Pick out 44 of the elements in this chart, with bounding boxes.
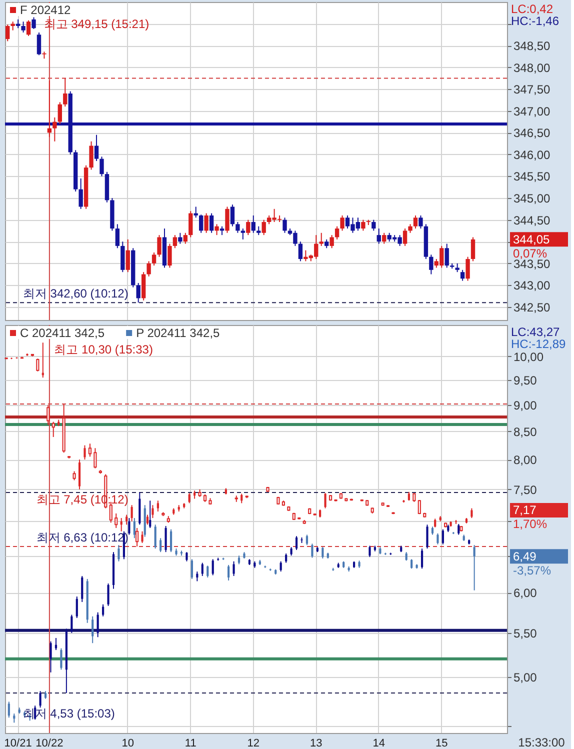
x-axis-title: 15:33:00	[518, 736, 566, 749]
text: 7,17	[513, 503, 537, 518]
text: 6,49	[513, 549, 537, 564]
annotation: 최저 342,60 (10:12)	[22, 286, 128, 301]
legend-label: F 202412	[20, 3, 72, 17]
x-tick-label: 10/22	[36, 738, 64, 749]
y-tick-label: 5,00	[514, 670, 538, 684]
y-tick-label: 348,00	[514, 60, 551, 75]
text: -3,57%	[513, 563, 552, 578]
y-tick-label: 346,00	[514, 148, 551, 162]
y-tick-label: 8,00	[514, 453, 538, 468]
y-tick-label: 10,00	[514, 350, 544, 364]
y-tick-label: 348,50	[514, 39, 551, 54]
y-tick-label: 344,50	[514, 213, 551, 228]
y-tick-label: 342,50	[514, 300, 551, 314]
x-tick-label: 13	[310, 738, 322, 749]
y-tick-label: 343,00	[514, 278, 551, 293]
annotation: 최고 10,30 (15:33)	[54, 342, 153, 357]
y-tick-label: 6,00	[514, 586, 538, 600]
x-tick-label: 11	[184, 738, 196, 749]
y-tick-label: 347,50	[514, 82, 551, 97]
y-tick-label: 9,50	[514, 374, 538, 388]
x-tick-label: 15	[436, 738, 448, 749]
text: 344,05	[513, 232, 550, 246]
y-tick-label: 8,50	[514, 424, 538, 439]
y-tick-label: 5,50	[514, 626, 538, 640]
y-tick-label: 7,50	[514, 482, 538, 497]
legend-label: C 202411 342,5	[20, 326, 105, 340]
y-tick-label: 345,00	[514, 192, 551, 206]
legend-label: P 202411 342,5	[136, 326, 220, 340]
x-tick-label: 14	[372, 738, 386, 749]
text: 1,70%	[513, 517, 548, 532]
x-tick-label: 12	[247, 738, 260, 749]
x-tick-label: 10/21	[4, 738, 32, 749]
text: HC:-12,89	[511, 337, 566, 351]
x-tick-label: 10	[122, 738, 134, 749]
text: 0,07%	[513, 246, 548, 260]
text: LC:0,42	[511, 2, 554, 16]
text: LC:43,27	[511, 325, 560, 339]
y-tick-label: 9,00	[514, 398, 538, 413]
y-tick-label: 346,50	[514, 126, 551, 140]
text: HC:-1,46	[511, 14, 560, 28]
y-tick-label: 345,50	[514, 170, 551, 184]
y-tick-label: 347,00	[514, 104, 551, 118]
